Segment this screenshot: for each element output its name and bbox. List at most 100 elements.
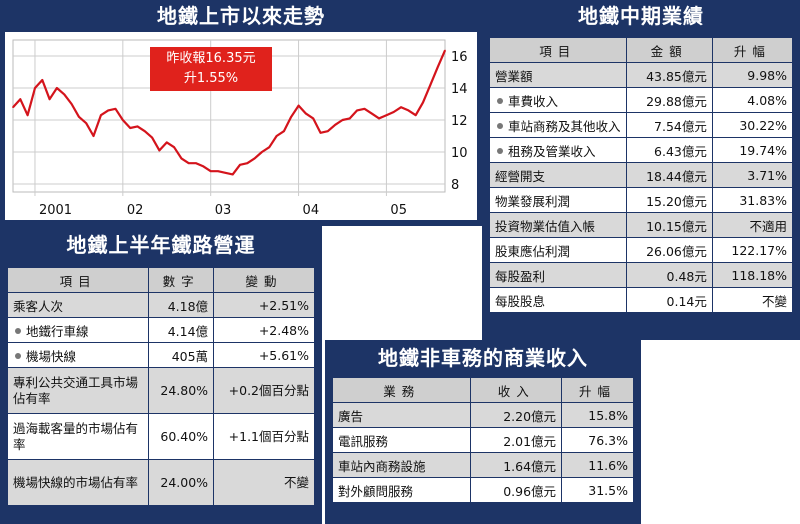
price-point (436, 66, 439, 68)
price-point (370, 112, 373, 115)
price-point (305, 112, 307, 115)
row-change: 4.08% (711, 87, 794, 113)
price-point (224, 172, 227, 174)
x-tick-label: 05 (390, 203, 407, 218)
price-point (70, 103, 73, 105)
price-point (261, 151, 263, 153)
price-point (312, 117, 315, 120)
table-row: 地鐵行車線 4.14億 +2.48% (6, 317, 315, 343)
price-point (392, 111, 395, 113)
price-point (275, 135, 278, 137)
column-header: 變動 (213, 267, 315, 293)
non-fare-revenue-table: 業務 收入 升幅 廣告 2.20億元 15.8% 電訊服務 2.01億元 76.3% 車站內… (331, 377, 634, 503)
price-point (422, 101, 424, 104)
price-line (12, 49, 447, 176)
price-point (319, 132, 322, 134)
row-change: +0.2個百分點 (213, 367, 315, 414)
row-label: 營業額 (489, 62, 627, 88)
row-label: 專利公共交通工具市場佔有率 (6, 367, 150, 414)
price-point (100, 114, 102, 116)
price-point (195, 162, 197, 164)
x-tick-label: 2001 (39, 203, 72, 218)
interim-results-title: 地鐵中期業績 (578, 4, 704, 28)
table-header-row: 項目 數字 變動 (6, 267, 315, 293)
price-point (78, 116, 80, 118)
price-point (187, 162, 190, 164)
column-header: 升幅 (561, 377, 634, 403)
table-header-row: 項目 金額 升幅 (489, 37, 794, 63)
column-header: 項目 (489, 37, 627, 63)
row-label: 機場快線的市場佔有率 (6, 459, 150, 506)
price-point (173, 146, 175, 148)
row-label: 投資物業估值入帳 (489, 212, 627, 238)
price-point (334, 124, 336, 126)
price-point (151, 136, 153, 139)
row-change: 11.6% (561, 452, 634, 478)
row-change: 19.74% (711, 137, 794, 163)
price-point (85, 122, 88, 124)
row-label: 機場快線 (6, 342, 150, 368)
price-point (158, 149, 161, 152)
rail-operations-table: 項目 數字 變動 乘客人次 4.18億 +2.51% 地鐵行車線 4.14億 +2.48%… (6, 267, 315, 506)
row-label: 租務及管業收入 (489, 137, 627, 163)
table-row: 機場快線 405萬 +5.61% (6, 342, 315, 368)
y-tick-label: 16 (451, 50, 468, 65)
row-amount: 15.20億元 (625, 187, 713, 213)
price-point (122, 119, 124, 121)
y-tick-label: 14 (451, 82, 468, 97)
x-tick-label: 03 (215, 203, 232, 218)
row-value: 24.80% (148, 367, 215, 414)
row-income: 0.96億元 (470, 477, 563, 503)
table-row: 營業額 43.85億元 9.98% (489, 62, 794, 88)
price-point (56, 87, 58, 89)
row-amount: 7.54億元 (625, 112, 713, 138)
price-point (283, 130, 285, 132)
interim-results-table: 項目 金額 升幅 營業額 43.85億元 9.98% 車費收入 29.88億元 4.08%… (489, 37, 794, 313)
price-point (34, 87, 36, 89)
price-point (414, 114, 417, 116)
row-income: 1.64億元 (470, 452, 563, 478)
table-row: 車站內商務設施 1.64億元 11.6% (331, 452, 634, 478)
price-point (356, 109, 358, 112)
row-change: 15.8% (561, 402, 634, 428)
column-header: 項目 (6, 267, 150, 293)
column-header: 數字 (148, 267, 215, 293)
row-label: 物業發展利潤 (489, 187, 627, 213)
row-label: 過海載客量的市場佔有率 (6, 413, 150, 460)
y-tick-label: 8 (451, 178, 459, 193)
table-row: 股東應佔利潤 26.06億元 122.17% (489, 237, 794, 263)
price-point (407, 109, 410, 112)
plot-frame (12, 39, 446, 193)
price-point (268, 146, 271, 148)
row-value: 60.40% (148, 413, 215, 460)
row-amount: 0.14元 (625, 287, 713, 313)
table-row: 對外顧問服務 0.96億元 31.5% (331, 477, 634, 503)
table-header-row: 業務 收入 升幅 (331, 377, 634, 403)
price-point (400, 106, 402, 108)
row-label: 經營開支 (489, 162, 627, 188)
row-label: 地鐵行車線 (6, 317, 150, 343)
row-label: 電訊服務 (331, 427, 472, 453)
non-fare-revenue-title: 地鐵非車務的商業收入 (378, 346, 588, 370)
y-tick-label: 10 (451, 146, 468, 161)
price-point (114, 108, 117, 110)
row-label: 車費收入 (489, 87, 627, 113)
callout-line-2: 升1.55% (183, 71, 239, 86)
price-point (63, 93, 66, 96)
chart-title: 地鐵上市以來走勢 (157, 4, 325, 28)
table-row: 乘客人次 4.18億 +2.51% (6, 292, 315, 318)
row-change: +5.61% (213, 342, 315, 368)
price-point (19, 98, 22, 100)
table-row: 機場快線的市場佔有率 24.00% 不變 (6, 459, 315, 506)
price-point (217, 170, 219, 172)
row-change: 31.5% (561, 477, 634, 503)
price-point (12, 106, 14, 108)
price-point (385, 114, 388, 116)
rail-operations-title: 地鐵上半年鐵路營運 (66, 233, 256, 257)
column-header: 收入 (470, 377, 563, 403)
row-change: 76.3% (561, 427, 634, 453)
price-point (180, 157, 183, 160)
row-change: 118.18% (711, 262, 794, 288)
interim-results-panel: 地鐵中期業績 項目 金額 升幅 營業額 43.85億元 9.98% 車費收入 29.88… (482, 0, 800, 340)
row-change: 不變 (711, 287, 794, 313)
